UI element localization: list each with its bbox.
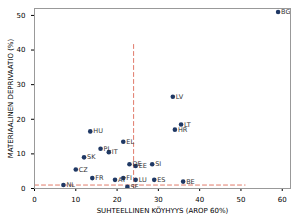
svg-text:40: 40 <box>17 46 26 54</box>
svg-text:10: 10 <box>71 196 80 204</box>
svg-text:BE: BE <box>186 178 195 186</box>
svg-text:20: 20 <box>113 196 122 204</box>
svg-text:NL: NL <box>66 181 75 189</box>
svg-text:30: 30 <box>154 196 163 204</box>
svg-text:PL: PL <box>104 145 112 153</box>
svg-text:FR: FR <box>95 174 104 182</box>
svg-text:FI: FI <box>126 174 132 182</box>
svg-text:AT: AT <box>118 176 126 184</box>
svg-text:40: 40 <box>195 196 204 204</box>
svg-text:50: 50 <box>17 12 26 20</box>
svg-text:30: 30 <box>17 81 26 89</box>
svg-text:SE: SE <box>130 183 138 191</box>
svg-text:SK: SK <box>87 153 96 161</box>
svg-text:LV: LV <box>176 93 184 101</box>
svg-text:SUHTEELLINEN KÖYHYYS (AROP 60%: SUHTEELLINEN KÖYHYYS (AROP 60%) <box>97 206 229 215</box>
svg-text:0: 0 <box>21 185 25 193</box>
svg-text:20: 20 <box>17 116 26 124</box>
svg-text:DE: DE <box>132 160 141 168</box>
svg-text:EL: EL <box>126 138 134 146</box>
svg-text:SI: SI <box>155 160 161 168</box>
svg-text:0: 0 <box>32 196 36 204</box>
svg-text:60: 60 <box>278 196 287 204</box>
svg-text:CZ: CZ <box>79 166 89 174</box>
svg-text:ES: ES <box>157 176 165 184</box>
svg-text:IT: IT <box>112 148 118 156</box>
svg-text:BG: BG <box>281 8 290 16</box>
svg-text:10: 10 <box>17 150 26 158</box>
svg-text:LU: LU <box>139 176 147 184</box>
svg-text:50: 50 <box>236 196 245 204</box>
svg-text:HU: HU <box>93 127 103 135</box>
svg-text:HR: HR <box>178 126 188 134</box>
svg-text:LT: LT <box>184 120 191 129</box>
svg-text:MATERIAALINEN DEPRIVAATIO (%): MATERIAALINEN DEPRIVAATIO (%) <box>7 38 15 158</box>
svg-text:EE: EE <box>138 162 147 171</box>
